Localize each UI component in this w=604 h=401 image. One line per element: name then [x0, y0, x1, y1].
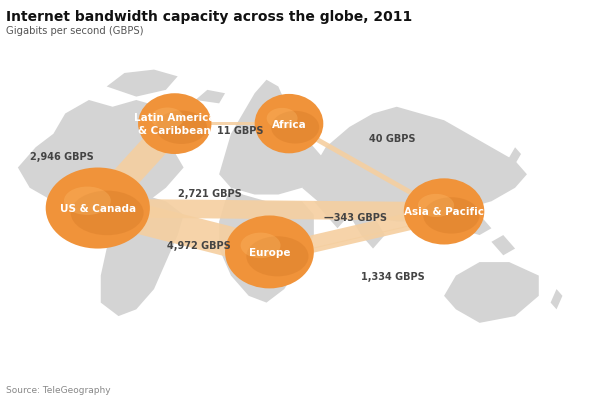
Polygon shape: [88, 195, 280, 265]
Text: Africa: Africa: [272, 119, 306, 129]
Polygon shape: [286, 123, 446, 213]
Text: Source: TeleGeography: Source: TeleGeography: [6, 385, 111, 394]
Ellipse shape: [71, 191, 144, 236]
Polygon shape: [101, 195, 184, 316]
Text: 11 GBPS: 11 GBPS: [217, 126, 264, 136]
Polygon shape: [503, 148, 521, 175]
Ellipse shape: [255, 95, 323, 154]
Polygon shape: [268, 218, 446, 263]
Text: Internet bandwidth capacity across the globe, 2011: Internet bandwidth capacity across the g…: [6, 10, 413, 24]
Polygon shape: [349, 202, 385, 249]
Text: 1,334 GBPS: 1,334 GBPS: [361, 271, 425, 282]
Ellipse shape: [240, 233, 280, 259]
Ellipse shape: [271, 111, 319, 144]
Ellipse shape: [225, 216, 314, 289]
Polygon shape: [219, 81, 326, 195]
Ellipse shape: [138, 94, 211, 155]
Polygon shape: [97, 199, 445, 221]
Polygon shape: [107, 71, 178, 97]
Text: Gigabits per second (GBPS): Gigabits per second (GBPS): [6, 26, 144, 36]
Polygon shape: [83, 120, 189, 213]
Text: Latin America
& Caribbean: Latin America & Caribbean: [134, 113, 216, 136]
Ellipse shape: [151, 108, 184, 130]
Polygon shape: [314, 202, 349, 229]
Polygon shape: [492, 235, 515, 256]
Ellipse shape: [246, 237, 309, 277]
Ellipse shape: [46, 168, 150, 249]
Text: 2,721 GBPS: 2,721 GBPS: [178, 188, 242, 198]
Text: Europe: Europe: [249, 247, 290, 257]
Polygon shape: [551, 290, 562, 310]
Ellipse shape: [423, 198, 480, 234]
Text: 2,946 GBPS: 2,946 GBPS: [30, 151, 94, 161]
Polygon shape: [444, 262, 539, 323]
Polygon shape: [219, 188, 314, 303]
Text: Asia & Pacific: Asia & Pacific: [404, 207, 484, 217]
Text: 40 GBPS: 40 GBPS: [370, 134, 416, 144]
Polygon shape: [444, 215, 492, 235]
Ellipse shape: [64, 187, 111, 215]
Polygon shape: [196, 91, 225, 104]
Ellipse shape: [418, 194, 454, 217]
Ellipse shape: [156, 111, 207, 145]
Polygon shape: [302, 107, 527, 222]
Polygon shape: [18, 101, 184, 222]
Text: US & Canada: US & Canada: [60, 204, 136, 213]
Polygon shape: [175, 123, 289, 126]
Text: —343 GBPS: —343 GBPS: [324, 213, 388, 223]
Ellipse shape: [404, 179, 484, 245]
Polygon shape: [265, 206, 448, 258]
Text: 4,972 GBPS: 4,972 GBPS: [167, 241, 231, 251]
Ellipse shape: [266, 109, 298, 130]
